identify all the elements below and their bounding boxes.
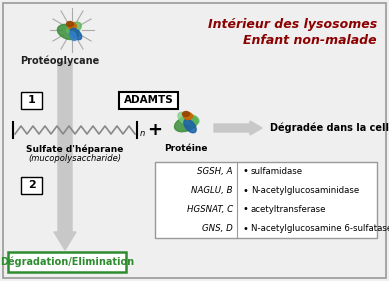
Text: Protéine: Protéine xyxy=(164,144,208,153)
Text: Dégradation/Elimination: Dégradation/Elimination xyxy=(0,257,134,267)
Ellipse shape xyxy=(184,119,196,133)
Text: sulfamidase: sulfamidase xyxy=(251,167,303,176)
Text: (mucopolysaccharide): (mucopolysaccharide) xyxy=(28,154,121,163)
FancyBboxPatch shape xyxy=(3,3,386,278)
FancyBboxPatch shape xyxy=(8,252,126,272)
Text: +: + xyxy=(147,121,163,139)
Text: NAGLU, B: NAGLU, B xyxy=(191,186,233,195)
Text: 1: 1 xyxy=(28,95,36,105)
FancyBboxPatch shape xyxy=(119,92,179,108)
Ellipse shape xyxy=(181,114,199,126)
FancyArrow shape xyxy=(214,121,262,135)
Ellipse shape xyxy=(175,116,198,132)
Text: GNS, D: GNS, D xyxy=(202,224,233,233)
Text: •: • xyxy=(242,185,248,196)
Ellipse shape xyxy=(184,112,193,119)
Text: Enfant non-malade: Enfant non-malade xyxy=(244,34,377,47)
Ellipse shape xyxy=(70,28,82,40)
Text: •: • xyxy=(242,167,248,176)
Ellipse shape xyxy=(67,22,81,34)
Text: 2: 2 xyxy=(28,180,36,190)
Text: n: n xyxy=(140,128,145,137)
Ellipse shape xyxy=(68,22,77,30)
Text: Protéoglycane: Protéoglycane xyxy=(20,55,100,65)
Ellipse shape xyxy=(67,21,74,26)
Text: N-acetylglucosaminidase: N-acetylglucosaminidase xyxy=(251,186,359,195)
FancyArrow shape xyxy=(54,62,76,250)
Text: SGSH, A: SGSH, A xyxy=(198,167,233,176)
Ellipse shape xyxy=(182,112,189,117)
Text: •: • xyxy=(242,223,248,234)
Text: ADAMTS: ADAMTS xyxy=(124,95,174,105)
Text: acetyltransferase: acetyltransferase xyxy=(251,205,326,214)
Ellipse shape xyxy=(58,24,79,40)
Ellipse shape xyxy=(178,112,190,124)
Text: Sulfate d'héparane: Sulfate d'héparane xyxy=(26,145,124,155)
Text: •: • xyxy=(242,205,248,214)
FancyBboxPatch shape xyxy=(155,162,377,238)
Text: Intérieur des lysosomes: Intérieur des lysosomes xyxy=(208,18,377,31)
Ellipse shape xyxy=(69,31,77,40)
Text: N-acetylglucosamine 6-sulfatase: N-acetylglucosamine 6-sulfatase xyxy=(251,224,389,233)
Text: Dégradée dans la cellule: Dégradée dans la cellule xyxy=(270,123,389,133)
Text: HGSNAT, C: HGSNAT, C xyxy=(187,205,233,214)
FancyBboxPatch shape xyxy=(21,92,42,108)
FancyBboxPatch shape xyxy=(21,176,42,194)
